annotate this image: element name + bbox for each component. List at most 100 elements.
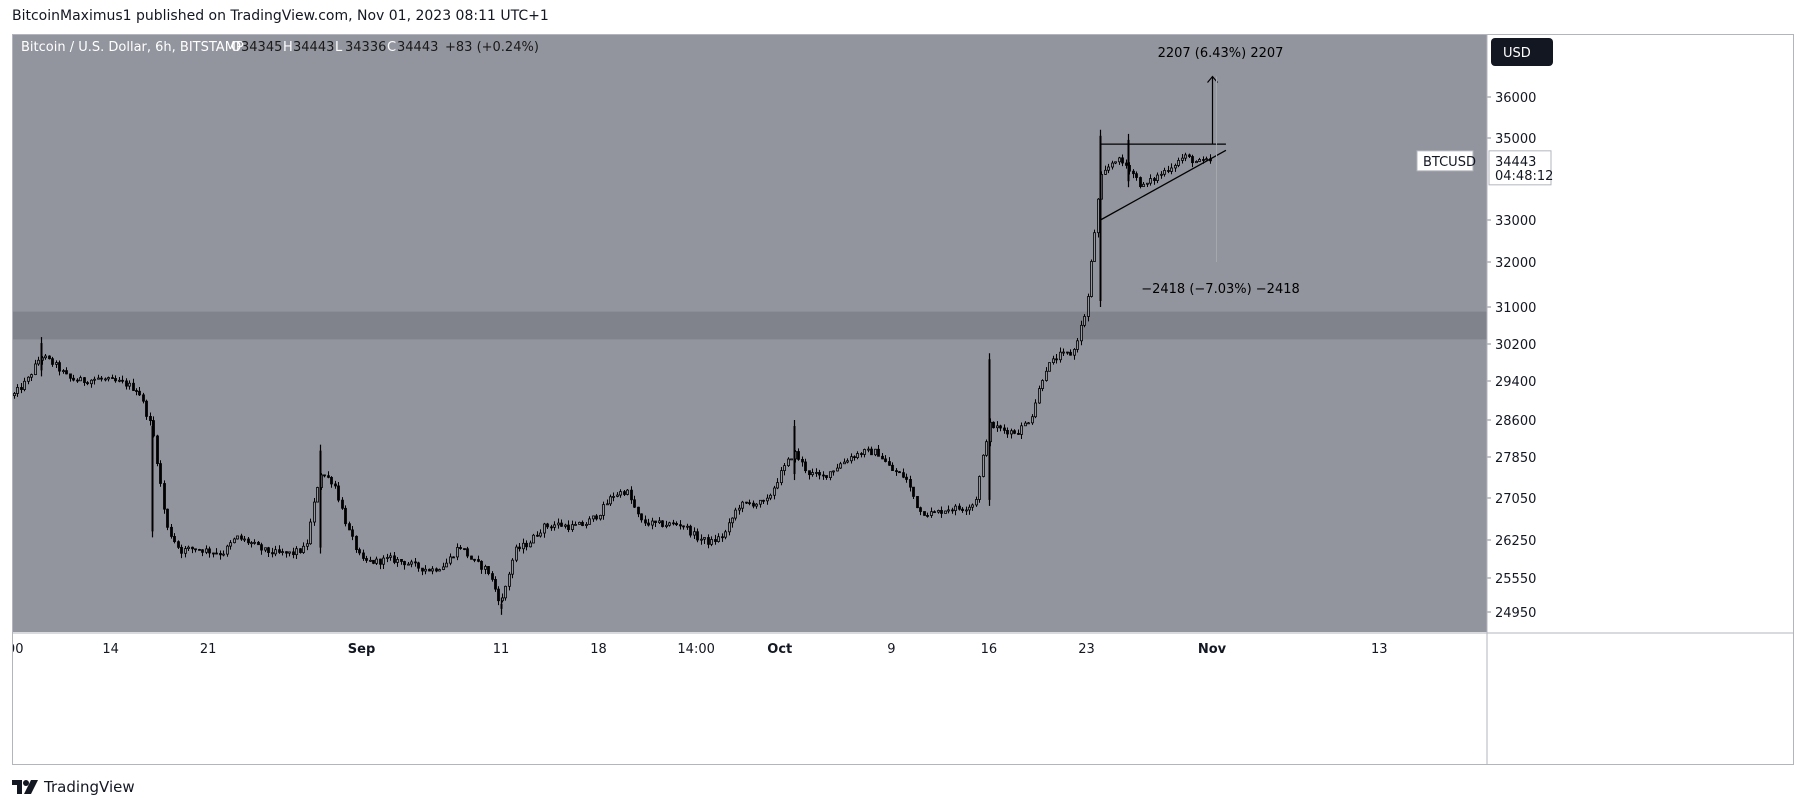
candle-body bbox=[504, 585, 507, 599]
candle-spike-body bbox=[1099, 135, 1102, 301]
candle-body bbox=[477, 559, 480, 562]
candle-body bbox=[982, 454, 985, 477]
candle-body bbox=[149, 416, 152, 421]
candle-body bbox=[574, 523, 577, 526]
candle-body bbox=[205, 548, 208, 553]
candle-body bbox=[1087, 296, 1090, 317]
candle-body bbox=[748, 502, 751, 505]
candle-body bbox=[1104, 169, 1107, 175]
candle-body bbox=[341, 499, 344, 509]
price-axis[interactable]: 36000 35000 33000 32000 31000 30200 29400 28600… bbox=[1487, 91, 1536, 621]
candle-body bbox=[850, 456, 853, 462]
candle-body bbox=[985, 441, 988, 456]
candle-spike-body bbox=[319, 450, 322, 548]
candle-body bbox=[372, 559, 375, 564]
candle-body bbox=[104, 378, 107, 381]
candle-body bbox=[1059, 351, 1062, 361]
candle-body bbox=[703, 537, 706, 540]
price-axis-label: 30200 bbox=[1495, 338, 1536, 353]
currency-button[interactable]: USD bbox=[1491, 38, 1553, 66]
candle-body bbox=[23, 380, 26, 390]
candle-body bbox=[1107, 166, 1110, 171]
time-axis-label: Sep bbox=[348, 642, 376, 657]
candle-body bbox=[382, 557, 385, 565]
candle-body bbox=[745, 501, 748, 504]
candle-body bbox=[944, 510, 947, 514]
candle-body bbox=[100, 377, 103, 380]
candle-body bbox=[72, 377, 75, 381]
price-tag-countdown: 04:48:12 bbox=[1495, 169, 1553, 184]
candle-body bbox=[696, 531, 699, 541]
legend-open-value: 34345 bbox=[241, 40, 282, 55]
price-projections[interactable]: 2207 (6.43%) 2207 −2418 (−7.03%) −2418 bbox=[1141, 46, 1300, 297]
currency-button-bg[interactable] bbox=[1491, 38, 1553, 66]
candle-body bbox=[1170, 167, 1173, 172]
candle-body bbox=[518, 546, 521, 550]
candle-body bbox=[306, 543, 309, 547]
candle-body bbox=[1142, 183, 1145, 187]
time-axis[interactable]: :00 14 21 Sep 11 18 14:00 Oct 9 16 23 Nov 13 bbox=[13, 642, 1388, 657]
candle-body bbox=[567, 524, 570, 531]
footer-brand[interactable]: TradingView bbox=[12, 778, 135, 796]
candle-body bbox=[226, 545, 229, 555]
chart-area[interactable]: 2207 (6.43%) 2207 −2418 (−7.03%) −2418 Bi… bbox=[13, 35, 1793, 764]
candle-body bbox=[142, 394, 145, 402]
candle-body bbox=[1003, 427, 1006, 431]
candle-body bbox=[163, 483, 166, 510]
candle-body bbox=[602, 504, 605, 516]
candle-body bbox=[20, 387, 23, 390]
candle-body bbox=[644, 519, 647, 524]
currency-button-label[interactable]: USD bbox=[1503, 46, 1531, 61]
candle-body bbox=[651, 520, 654, 526]
legend-symbol: Bitcoin / U.S. Dollar, 6h, BITSTAMP bbox=[21, 40, 244, 55]
candle-body bbox=[919, 507, 922, 512]
candle-body bbox=[647, 522, 650, 526]
candle-body bbox=[497, 588, 500, 602]
price-axis-label: 27850 bbox=[1495, 451, 1536, 466]
candle-body bbox=[700, 538, 703, 541]
candle-body bbox=[1062, 351, 1065, 354]
candle-spike-body bbox=[1127, 139, 1130, 182]
candle-body bbox=[536, 534, 539, 537]
candle-body bbox=[734, 509, 737, 519]
publisher-line: BitcoinMaximus1 published on TradingView… bbox=[12, 8, 549, 24]
candle-body bbox=[473, 558, 476, 561]
time-axis-label: 14:00 bbox=[677, 642, 714, 657]
candle-body bbox=[508, 573, 511, 587]
candle-body bbox=[808, 470, 811, 476]
candle-body bbox=[905, 476, 908, 480]
candle-body bbox=[741, 501, 744, 509]
candle-body bbox=[1020, 425, 1023, 435]
time-axis-label: 13 bbox=[1371, 642, 1388, 657]
candle-body bbox=[804, 461, 807, 472]
candle-body bbox=[769, 494, 772, 499]
candle-body bbox=[790, 458, 793, 461]
price-axis-label: 24950 bbox=[1495, 606, 1536, 621]
candle-body bbox=[1177, 160, 1180, 166]
candle-body bbox=[27, 376, 30, 382]
candle-body bbox=[442, 566, 445, 570]
candle-body bbox=[1048, 362, 1051, 372]
candle-body bbox=[1114, 161, 1117, 164]
candle-body bbox=[693, 531, 696, 536]
triangle-pattern[interactable] bbox=[1100, 143, 1227, 221]
candle-body bbox=[410, 561, 413, 565]
resistance-zone bbox=[13, 311, 1487, 340]
candle-body bbox=[421, 567, 424, 572]
candle-body bbox=[637, 506, 640, 515]
candle-body bbox=[58, 362, 61, 372]
candle-body bbox=[863, 449, 866, 455]
candle-series bbox=[13, 129, 1212, 615]
candle-body bbox=[626, 489, 629, 495]
legend-high-label: H bbox=[283, 40, 293, 55]
candle-body bbox=[302, 545, 305, 553]
ascending-support-line[interactable] bbox=[1100, 149, 1227, 221]
candle-body bbox=[672, 522, 675, 525]
candle-body bbox=[1017, 432, 1020, 435]
legend-close-value: 34443 bbox=[397, 40, 438, 55]
candle-body bbox=[898, 471, 901, 474]
candle-body bbox=[992, 421, 995, 429]
candle-body bbox=[285, 551, 288, 554]
candle-body bbox=[459, 547, 462, 549]
candle-body bbox=[1139, 177, 1142, 187]
